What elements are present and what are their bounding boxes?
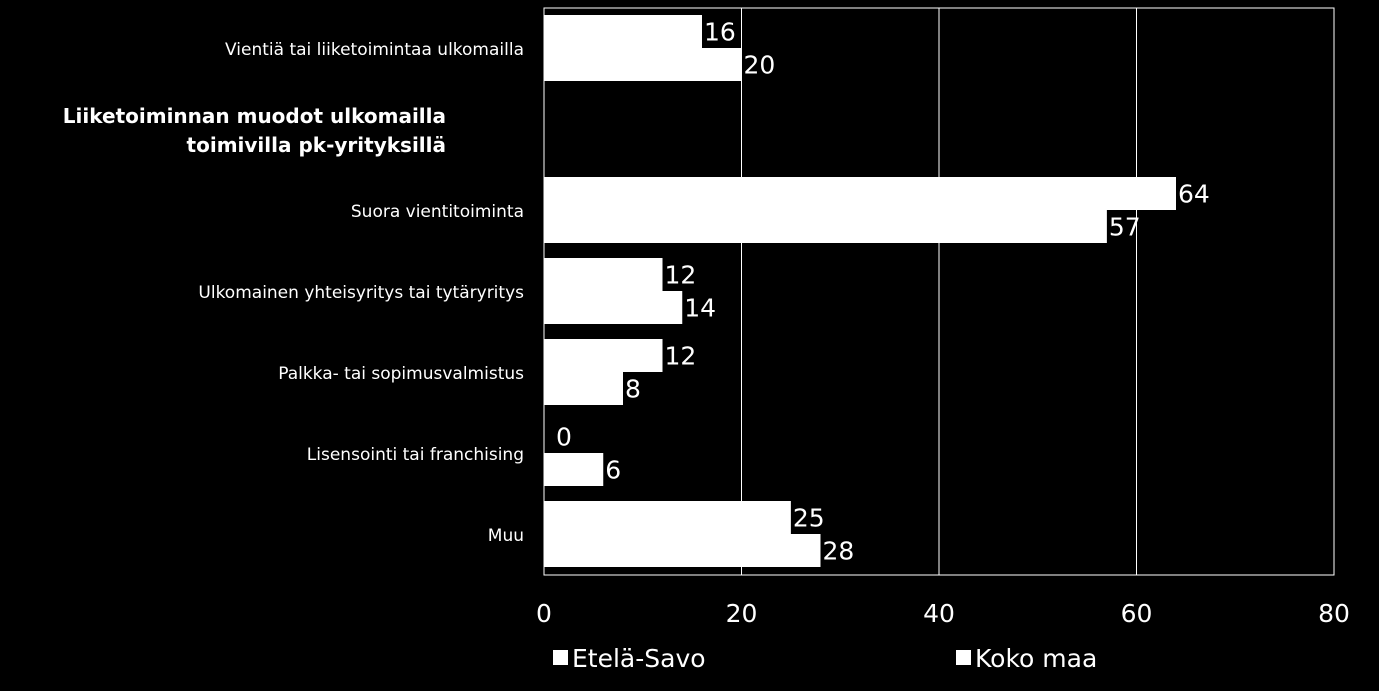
data-label: 64 xyxy=(1178,180,1210,209)
bar xyxy=(544,210,1107,243)
x-tick-label: 0 xyxy=(536,599,552,628)
category-label: Suora vientitoiminta xyxy=(351,202,524,222)
bar xyxy=(544,453,604,486)
bar xyxy=(544,177,1176,210)
category-label: Muu xyxy=(488,526,524,546)
bar xyxy=(544,372,623,405)
legend-label: Koko maa xyxy=(975,644,1097,673)
legend-label: Etelä-Savo xyxy=(572,644,706,673)
legend-swatch xyxy=(553,650,568,665)
category-label: Lisensointi tai franchising xyxy=(307,445,524,465)
category-label: Vientiä tai liiketoimintaa ulkomailla xyxy=(225,40,524,60)
data-label: 28 xyxy=(823,537,855,566)
bar xyxy=(544,339,663,372)
section-heading-line: Liiketoiminnan muodot ulkomailla xyxy=(62,104,446,128)
data-label: 12 xyxy=(665,342,697,371)
section-heading: Liiketoiminnan muodot ulkomailla toimivi… xyxy=(63,102,446,160)
bar xyxy=(544,534,821,567)
bar xyxy=(544,15,702,48)
x-tick-label: 20 xyxy=(726,599,758,628)
category-label: Ulkomainen yhteisyritys tai tytäryritys xyxy=(198,283,524,303)
data-label: 20 xyxy=(744,51,776,80)
bar xyxy=(544,501,791,534)
section-heading-line: toimivilla pk-yrityksillä xyxy=(186,133,446,157)
data-label: 6 xyxy=(605,456,621,485)
data-label: 14 xyxy=(684,294,716,323)
bar xyxy=(544,291,683,324)
data-label: 12 xyxy=(665,261,697,290)
data-label: 0 xyxy=(556,423,572,452)
x-tick-label: 40 xyxy=(923,599,955,628)
category-label: Palkka- tai sopimusvalmistus xyxy=(278,364,524,384)
data-label: 16 xyxy=(704,18,736,47)
data-label: 57 xyxy=(1109,213,1141,242)
x-tick-label: 80 xyxy=(1318,599,1350,628)
data-label: 25 xyxy=(793,504,825,533)
bar xyxy=(544,258,663,291)
bar xyxy=(544,48,742,81)
x-tick-label: 60 xyxy=(1121,599,1153,628)
data-label: 8 xyxy=(625,375,641,404)
legend-swatch xyxy=(956,650,971,665)
